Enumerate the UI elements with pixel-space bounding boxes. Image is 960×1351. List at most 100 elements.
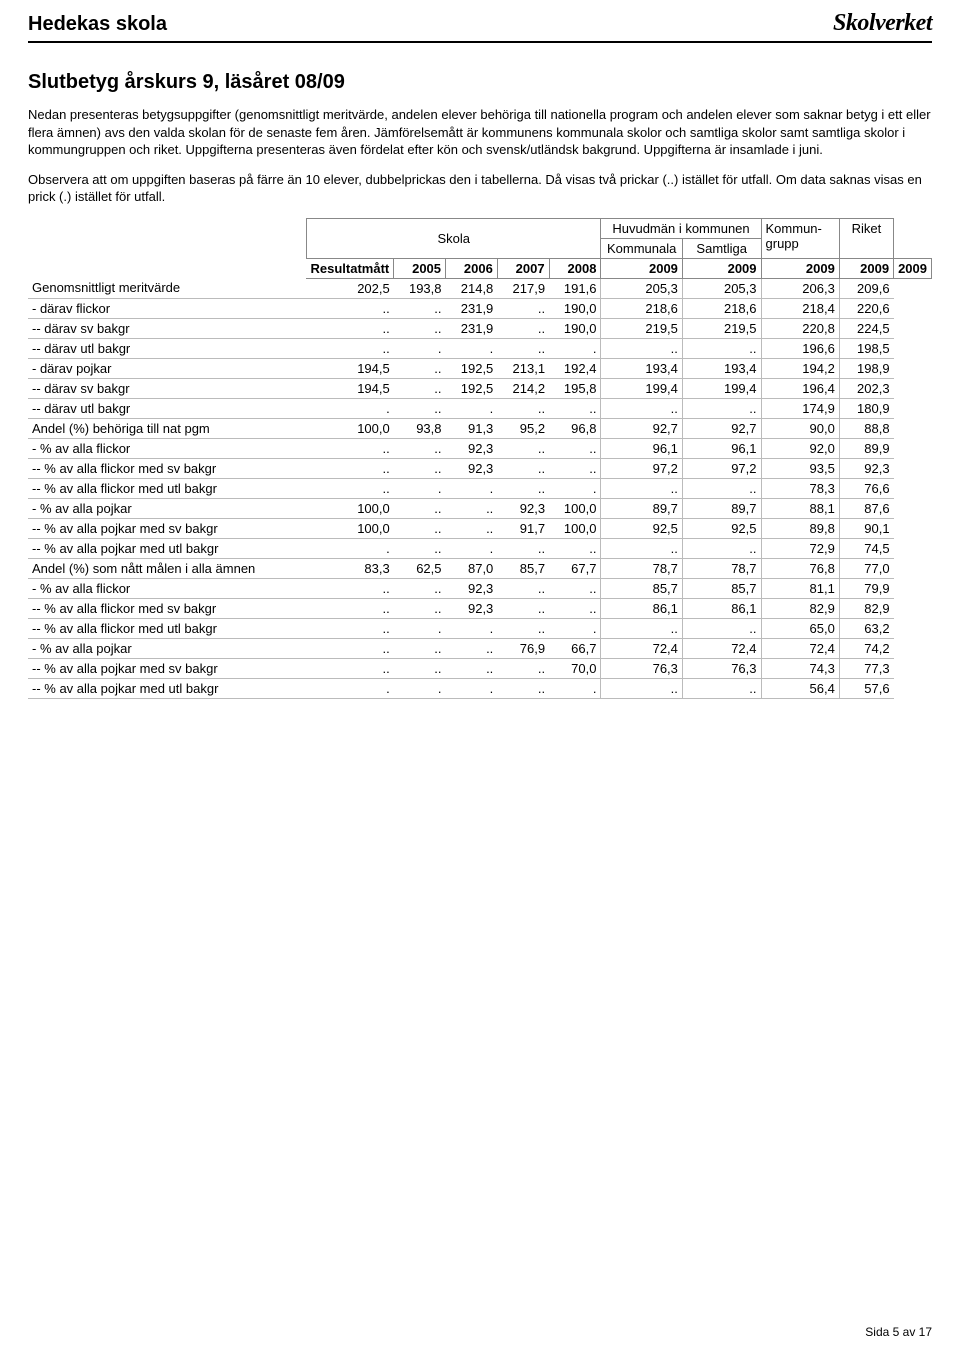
year-header: 2009 xyxy=(894,258,932,278)
cell: 93,5 xyxy=(761,458,839,478)
cell: 202,3 xyxy=(839,378,893,398)
top-bar: Hedekas skola Skolverket xyxy=(28,10,932,43)
table-row: -- därav sv bakgr....231,9..190,0219,521… xyxy=(28,318,932,338)
cell: .. xyxy=(306,578,393,598)
cell: 192,4 xyxy=(549,358,601,378)
row-label: - därav flickor xyxy=(28,298,306,318)
cell: 191,6 xyxy=(549,278,601,298)
cell: .. xyxy=(306,478,393,498)
cell: 91,7 xyxy=(497,518,549,538)
cell: 89,9 xyxy=(839,438,893,458)
table-row: - därav pojkar194,5..192,5213,1192,4193,… xyxy=(28,358,932,378)
table-row: - % av alla flickor....92,3....85,785,78… xyxy=(28,578,932,598)
cell: .. xyxy=(601,618,682,638)
row-label: -- därav sv bakgr xyxy=(28,318,306,338)
cell: .. xyxy=(682,338,761,358)
cell: .. xyxy=(394,638,446,658)
cell: .. xyxy=(394,398,446,418)
cell: 192,5 xyxy=(446,358,498,378)
row-label: -- därav sv bakgr xyxy=(28,378,306,398)
cell: 57,6 xyxy=(839,678,893,698)
cell: .. xyxy=(497,398,549,418)
table-row: Genomsnittligt meritvärde202,5193,8214,8… xyxy=(28,278,932,298)
row-label: -- % av alla pojkar med utl bakgr xyxy=(28,678,306,698)
cell: 194,5 xyxy=(306,378,393,398)
cell: . xyxy=(394,618,446,638)
cell: 91,3 xyxy=(446,418,498,438)
cell: 218,6 xyxy=(682,298,761,318)
intro-text: Nedan presenteras betygsuppgifter (genom… xyxy=(28,106,932,206)
table-row: -- % av alla pojkar med utl bakgr.......… xyxy=(28,538,932,558)
cell: 63,2 xyxy=(839,618,893,638)
cell: 74,5 xyxy=(839,538,893,558)
cell: 85,7 xyxy=(497,558,549,578)
cell: 72,4 xyxy=(601,638,682,658)
cell: 96,1 xyxy=(682,438,761,458)
table-row: -- % av alla flickor med utl bakgr......… xyxy=(28,478,932,498)
cell: 92,5 xyxy=(601,518,682,538)
cell: .. xyxy=(306,438,393,458)
cell: 190,0 xyxy=(549,298,601,318)
cell: . xyxy=(446,338,498,358)
cell: 214,8 xyxy=(446,278,498,298)
cell: .. xyxy=(394,458,446,478)
cell: .. xyxy=(497,458,549,478)
row-label: -- % av alla flickor med utl bakgr xyxy=(28,618,306,638)
cell: 82,9 xyxy=(761,598,839,618)
cell: . xyxy=(549,338,601,358)
row-label: Genomsnittligt meritvärde xyxy=(28,278,306,298)
cell: 93,8 xyxy=(394,418,446,438)
cell: 96,1 xyxy=(601,438,682,458)
row-label: -- % av alla flickor med sv bakgr xyxy=(28,598,306,618)
row-label: - därav pojkar xyxy=(28,358,306,378)
cell: 83,3 xyxy=(306,558,393,578)
cell: .. xyxy=(497,658,549,678)
cell: 85,7 xyxy=(682,578,761,598)
row-label: -- % av alla pojkar med sv bakgr xyxy=(28,658,306,678)
cell: 92,3 xyxy=(446,578,498,598)
cell: 87,0 xyxy=(446,558,498,578)
cell: 92,3 xyxy=(839,458,893,478)
cell: 88,8 xyxy=(839,418,893,438)
table-row: -- % av alla flickor med utl bakgr......… xyxy=(28,618,932,638)
cell: 213,1 xyxy=(497,358,549,378)
cell: . xyxy=(394,478,446,498)
table-row: -- % av alla flickor med sv bakgr....92,… xyxy=(28,598,932,618)
cell: .. xyxy=(394,298,446,318)
cell: 76,3 xyxy=(601,658,682,678)
table-row: - % av alla flickor....92,3....96,196,19… xyxy=(28,438,932,458)
cell: 76,3 xyxy=(682,658,761,678)
year-header: 2005 xyxy=(394,258,446,278)
col-group-kommungrupp: Kommun- grupp xyxy=(761,218,839,258)
cell: 74,3 xyxy=(761,658,839,678)
cell: 88,1 xyxy=(761,498,839,518)
year-header: 2009 xyxy=(682,258,761,278)
cell: .. xyxy=(549,438,601,458)
cell: . xyxy=(549,678,601,698)
cell: .. xyxy=(394,358,446,378)
year-header: 2007 xyxy=(497,258,549,278)
cell: 86,1 xyxy=(601,598,682,618)
cell: . xyxy=(446,478,498,498)
cell: . xyxy=(394,678,446,698)
col-group-huvudman: Huvudmän i kommunen xyxy=(601,218,761,238)
cell: 89,7 xyxy=(682,498,761,518)
col-group-riket: Riket xyxy=(839,218,893,258)
cell: .. xyxy=(601,538,682,558)
cell: 81,1 xyxy=(761,578,839,598)
cell: 77,3 xyxy=(839,658,893,678)
cell: 86,1 xyxy=(682,598,761,618)
cell: 220,6 xyxy=(839,298,893,318)
cell: 205,3 xyxy=(682,278,761,298)
cell: .. xyxy=(497,578,549,598)
cell: 92,5 xyxy=(682,518,761,538)
cell: 92,7 xyxy=(601,418,682,438)
table-row: -- % av alla pojkar med utl bakgr.......… xyxy=(28,678,932,698)
cell: .. xyxy=(306,618,393,638)
row-label: -- % av alla pojkar med sv bakgr xyxy=(28,518,306,538)
table-row: -- % av alla pojkar med sv bakgr........… xyxy=(28,658,932,678)
cell: 199,4 xyxy=(682,378,761,398)
cell: 95,2 xyxy=(497,418,549,438)
cell: . xyxy=(306,398,393,418)
cell: 100,0 xyxy=(306,498,393,518)
